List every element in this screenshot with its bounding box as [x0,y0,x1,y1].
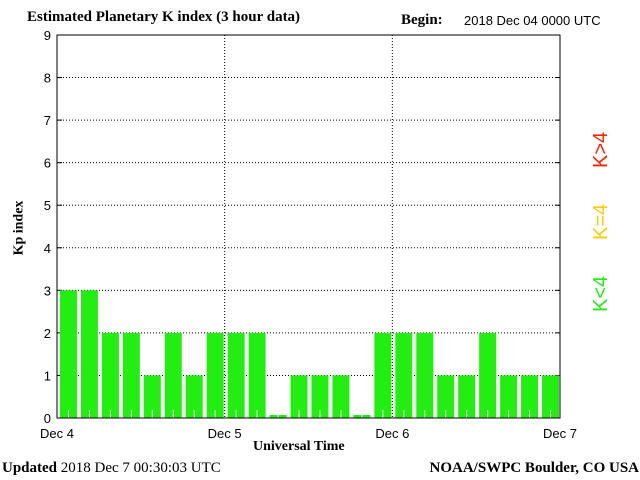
bar [248,332,266,418]
bar [542,375,559,418]
y-tick-label: 9 [44,28,51,43]
x-tick-label: Dec 7 [543,426,577,441]
x-axis-label: Universal Time [253,439,345,454]
bar [290,375,308,418]
bar [500,375,518,418]
y-tick-label: 1 [44,368,51,383]
x-tick-label: Dec 4 [40,426,74,441]
bar [60,290,77,418]
bar [374,332,392,418]
credit-text: NOAA/SWPC Boulder, CO USA [429,460,639,476]
y-tick-label: 6 [44,156,51,171]
x-tick-label: Dec 5 [208,426,242,441]
bar [332,375,350,418]
bar [521,375,539,418]
bar [80,290,98,418]
bar [437,375,455,418]
y-tick-label: 4 [44,241,51,256]
bar [164,332,182,418]
y-tick-label: 7 [44,113,51,128]
y-tick-label: 3 [44,283,51,298]
begin-value: 2018 Dec 04 0000 UTC [464,13,601,28]
y-tick-label: 8 [44,71,51,86]
x-tick-label: Dec 6 [375,426,409,441]
updated-text: Updated 2018 Dec 7 00:30:03 UTC [2,460,221,477]
bar [143,375,161,418]
y-tick-label: 5 [44,198,51,213]
bar [227,332,245,418]
begin-label: Begin: [401,12,443,28]
chart-title: Estimated Planetary K index (3 hour data… [27,9,301,25]
updated-value: 2018 Dec 7 00:30:03 UTC [60,460,221,476]
bar [479,332,497,418]
plot-frame [56,34,561,419]
bar [395,332,413,418]
bar [458,375,476,418]
bar [101,332,119,418]
bar [122,332,140,418]
bar [311,375,329,418]
updated-label: Updated [2,460,58,476]
bar [206,332,224,418]
y-tick-label: 2 [44,326,51,341]
bar [185,375,203,418]
bar [416,332,434,418]
y-tick-label: 0 [44,411,51,426]
